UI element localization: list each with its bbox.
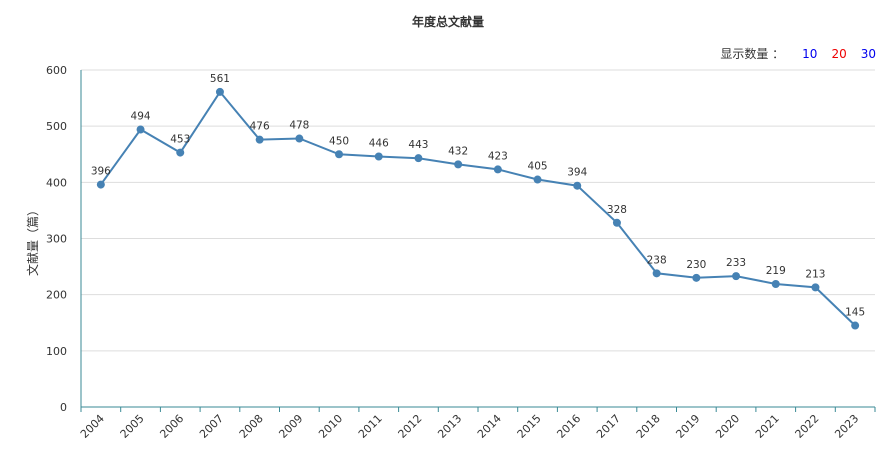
grid-lines [81, 69, 875, 352]
data-point[interactable] [255, 135, 264, 144]
data-point[interactable] [612, 218, 621, 227]
data-point[interactable] [851, 321, 860, 330]
x-tick-label: 2021 [753, 412, 782, 441]
data-label: 145 [845, 307, 865, 319]
data-point[interactable] [414, 154, 423, 163]
data-point[interactable] [493, 165, 502, 174]
data-label: 328 [607, 204, 627, 216]
data-point[interactable] [771, 279, 780, 288]
data-labels: 396 494 453 561 476 478 450 446 443 432 423 405 394 3… [91, 73, 865, 319]
data-label: 219 [766, 265, 786, 277]
y-axis-ticks: 0 100 200 300 400 500 600 [46, 64, 67, 414]
x-tick-label: 2011 [356, 412, 385, 441]
y-tick-label: 500 [46, 120, 67, 133]
x-tick-label: 2017 [594, 412, 623, 441]
data-label: 238 [647, 254, 667, 266]
x-tick-label: 2007 [197, 412, 226, 441]
data-point[interactable] [692, 273, 701, 282]
data-point[interactable] [454, 160, 463, 169]
data-point[interactable] [215, 87, 224, 96]
display-count-label: 显示数量 ： [720, 47, 785, 61]
x-tick-label: 2014 [475, 412, 504, 441]
x-tick-label: 2009 [276, 412, 305, 441]
x-tick-label: 2013 [435, 412, 464, 441]
data-label: 453 [170, 134, 190, 146]
data-point[interactable] [335, 150, 344, 159]
display-count-20-button[interactable]: 20 [831, 46, 847, 61]
data-label: 405 [528, 161, 548, 173]
data-point[interactable] [136, 125, 145, 134]
display-count-10-button[interactable]: 10 [802, 46, 818, 61]
data-point[interactable] [732, 272, 741, 281]
y-axis-label: 文献量（篇） [25, 204, 40, 276]
display-count-30-button[interactable]: 30 [860, 46, 876, 61]
data-label: 230 [686, 259, 706, 271]
data-label: 396 [91, 166, 111, 178]
data-label: 213 [805, 268, 825, 280]
x-tick-label: 2005 [118, 412, 147, 441]
data-label: 561 [210, 73, 230, 85]
series-line [99, 90, 856, 327]
data-label: 233 [726, 257, 746, 269]
data-point[interactable] [652, 269, 661, 278]
data-label: 423 [488, 150, 508, 162]
chart-title: 年度总文献量 [411, 15, 484, 29]
data-label: 432 [448, 145, 468, 157]
x-tick-label: 2010 [316, 412, 345, 441]
y-tick-label: 200 [46, 289, 67, 302]
y-tick-label: 300 [46, 233, 67, 246]
data-label: 494 [131, 111, 151, 123]
x-tick-label: 2019 [673, 412, 702, 441]
x-tick-label: 2016 [554, 412, 583, 441]
data-points [96, 87, 860, 330]
x-tick-label: 2015 [515, 412, 544, 441]
x-tick-label: 2004 [78, 412, 107, 441]
y-tick-label: 600 [46, 64, 67, 77]
x-tick-label: 2018 [634, 412, 663, 441]
x-tick-label: 2020 [713, 412, 742, 441]
data-point[interactable] [176, 148, 185, 157]
x-tick-label: 2012 [396, 412, 425, 441]
display-count-selector: 显示数量 ： 10 20 30 [720, 45, 876, 62]
data-point[interactable] [374, 152, 383, 161]
x-tick-label: 2023 [832, 412, 861, 441]
data-label: 478 [289, 120, 309, 132]
data-label: 450 [329, 135, 349, 147]
data-label: 476 [250, 121, 270, 133]
data-point[interactable] [811, 283, 820, 292]
y-tick-label: 400 [46, 176, 67, 189]
data-label: 394 [567, 167, 587, 179]
data-point[interactable] [96, 180, 105, 189]
data-point[interactable] [573, 181, 582, 190]
y-tick-label: 100 [46, 345, 67, 358]
data-label: 443 [408, 139, 428, 151]
y-tick-label: 0 [60, 401, 67, 414]
data-point[interactable] [533, 175, 542, 184]
x-tick-label: 2006 [157, 412, 186, 441]
x-axis-ticks: 2004 2005 2006 2007 2008 2009 2010 2011 2012 2013… [78, 407, 876, 441]
data-label: 446 [369, 137, 389, 149]
data-point[interactable] [295, 134, 304, 143]
x-tick-label: 2008 [237, 412, 266, 441]
x-tick-label: 2022 [793, 412, 822, 441]
